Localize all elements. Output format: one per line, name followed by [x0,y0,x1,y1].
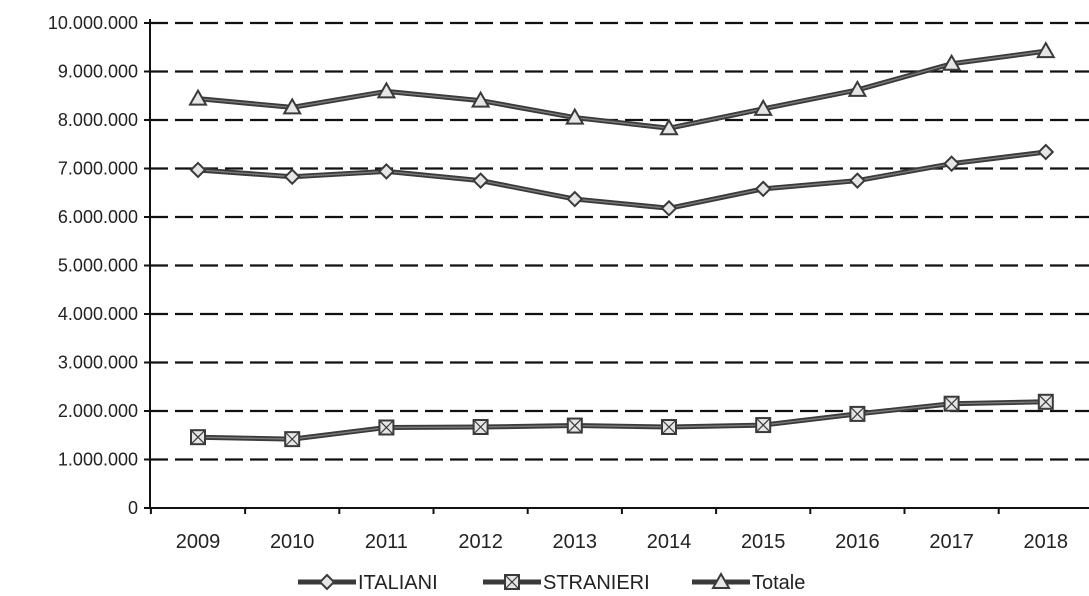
data-point [378,419,395,436]
series-line-highlight [197,50,1046,129]
data-point [755,417,772,434]
legend-marker [504,574,520,590]
data-point [282,97,302,115]
data-point-cross [284,431,300,447]
data-point [1037,393,1054,410]
legend-item: STRANIERI [483,572,650,594]
y-tick-label: 5.000.000 [58,256,138,276]
legend: ITALIANI STRANIERI Totale [298,571,805,594]
series-line-highlight [197,151,1046,209]
y-tick-label: 8.000.000 [58,110,138,130]
y-tick-label: 3.000.000 [58,353,138,373]
x-tick-label: 2011 [365,531,408,553]
y-tick-label: 4.000.000 [58,304,138,324]
data-point [754,180,772,198]
data-point [472,419,489,436]
series-totale [188,41,1056,136]
series-line [197,149,1047,211]
x-tick-labels: 2009 2010 2011 2012 2013 2014 2015 2016 2017 2018 [176,531,1068,553]
data-point [847,79,868,97]
series-line-highlight [197,401,1046,440]
data-point [188,88,208,106]
data-point [943,155,961,173]
data-point [848,172,866,190]
data-point [284,431,301,448]
data-point-cross [1038,394,1054,410]
x-tick-label: 2016 [835,531,880,553]
data-point [943,395,960,412]
data-point [660,199,678,217]
legend-marker-cross [504,574,520,590]
data-point [753,98,773,116]
series-italiani [189,143,1055,217]
data-point-cross [849,406,865,422]
data-point [1037,143,1055,161]
y-tick-label: 10.000.000 [48,13,138,33]
legend-item: Totale [692,571,805,594]
data-point [566,190,584,208]
legend-label: Totale [752,572,805,594]
y-tick-label: 7.000.000 [58,159,138,179]
data-point [849,405,866,422]
data-point [376,81,397,99]
data-point-cross [378,420,394,435]
data-point-cross [190,429,206,445]
data-point [472,172,490,190]
data-point-cross [473,419,489,435]
data-point [659,118,679,136]
data-point-cross [944,396,960,412]
x-tick-label: 2012 [458,531,503,553]
y-tick-labels: 0 1.000.000 2.000.000 3.000.000 4.000.000 5.0… [48,13,138,518]
x-tick-label: 2014 [647,531,692,553]
y-tick-label: 2.000.000 [58,401,138,421]
axes [144,19,1089,514]
data-point-cross [661,419,677,435]
legend-label: STRANIERI [543,572,650,594]
data-point-cross [567,418,583,433]
x-tick-label: 2009 [176,531,221,553]
data-point [1036,41,1056,59]
x-tick-label: 2015 [741,531,786,553]
data-point [283,168,301,186]
legend-item: ITALIANI [298,572,438,594]
x-tick-label: 2010 [270,531,315,553]
legend-marker [711,571,731,589]
y-tick-label: 9.000.000 [58,62,138,82]
legend-marker [318,573,336,591]
data-point [566,417,583,434]
y-tick-label: 6.000.000 [58,207,138,227]
data-point [941,53,962,71]
data-point [470,90,491,108]
data-point-cross [755,417,771,433]
x-tick-label: 2017 [929,531,974,553]
y-tick-label: 0 [128,498,138,518]
data-point [565,107,585,125]
series-stranieri [190,393,1054,448]
data-point [189,161,207,179]
x-tick-label: 2013 [553,531,598,553]
x-tick-label: 2018 [1024,531,1069,553]
data-point [190,429,206,446]
y-tick-label: 1.000.000 [58,450,138,470]
series-line [197,48,1047,131]
series-lines [188,41,1056,448]
legend-label: ITALIANI [358,572,438,594]
data-point [377,162,395,180]
gridlines [150,21,1089,461]
data-point [661,419,677,436]
